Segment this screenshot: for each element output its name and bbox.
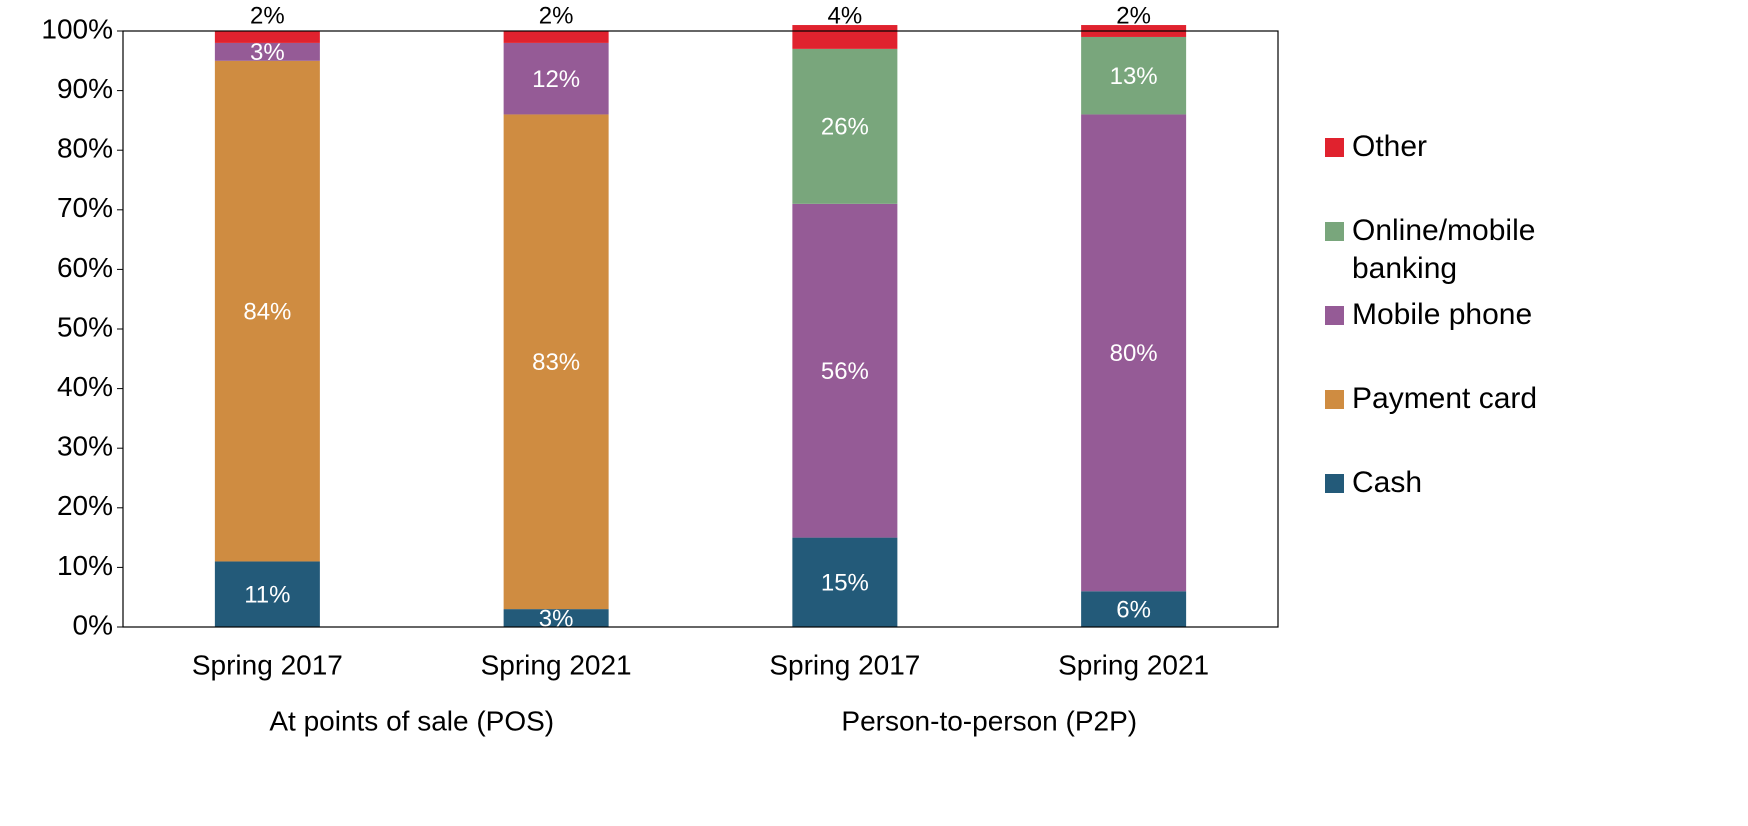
x-tick-label: Spring 2021 <box>481 649 632 680</box>
y-tick-label: 0% <box>73 609 113 640</box>
legend-swatch <box>1325 138 1344 157</box>
x-tick-label: Spring 2021 <box>1058 649 1209 680</box>
y-tick-label: 40% <box>57 371 113 402</box>
bar-segment <box>1081 36 1187 115</box>
data-label: 2% <box>250 2 285 29</box>
plot-frame <box>122 30 1279 628</box>
legend-label: Cash <box>1352 466 1423 499</box>
bar-segment <box>792 537 898 627</box>
legend-item: Payment card <box>1325 380 1555 464</box>
y-tick-label: 90% <box>57 73 113 104</box>
data-label: 2% <box>1116 2 1151 29</box>
data-label: 3% <box>250 39 285 66</box>
bar-segment <box>214 31 320 43</box>
bar-segment <box>214 42 320 61</box>
y-tick-label: 30% <box>57 431 113 462</box>
bar-segment <box>792 203 898 538</box>
chart: 0% 10% 20% 30% 40% 50% 60% 70% 80% 90% 100% Spring … <box>41 2 1279 736</box>
data-label: 6% <box>1116 596 1151 623</box>
bar-segment <box>503 609 609 627</box>
data-label: 83% <box>532 349 580 376</box>
legend-item: Online/mobile banking <box>1325 212 1555 296</box>
legend-swatch <box>1325 222 1344 241</box>
data-label: 13% <box>1110 63 1158 90</box>
bar-segment <box>1081 114 1187 592</box>
bar-segment <box>503 114 609 610</box>
legend-label: Online/mobile banking <box>1352 214 1536 285</box>
bar-segment <box>503 31 609 43</box>
bar-segment <box>214 60 320 562</box>
x-tick-label: Spring 2017 <box>192 649 343 680</box>
bar-segment <box>503 42 609 115</box>
group-label: Person-to-person (P2P) <box>841 705 1137 736</box>
legend-swatch <box>1325 390 1344 409</box>
data-label: 2% <box>539 2 574 29</box>
bar-segment <box>792 48 898 204</box>
legend-swatch <box>1325 474 1344 493</box>
y-tick-label: 60% <box>57 252 113 283</box>
data-label: 26% <box>821 114 869 141</box>
y-tick-label: 10% <box>57 550 113 581</box>
group-label: At points of sale (POS) <box>269 705 554 736</box>
y-tick-label: 50% <box>57 311 113 342</box>
y-tick-label: 20% <box>57 490 113 521</box>
y-tick-label: 70% <box>57 192 113 223</box>
data-label: 84% <box>243 298 291 325</box>
data-label: 80% <box>1110 340 1158 367</box>
data-label: 3% <box>539 605 574 632</box>
legend-item: Other <box>1325 128 1555 212</box>
bar-segment <box>1081 591 1187 627</box>
data-label: 56% <box>821 358 869 385</box>
data-label: 15% <box>821 570 869 597</box>
legend-label: Mobile phone <box>1352 298 1533 331</box>
y-tick-label: 80% <box>57 133 113 164</box>
bar-segment <box>214 561 320 627</box>
data-label: 11% <box>244 582 290 609</box>
legend-item: Cash <box>1325 464 1555 548</box>
legend: Other Online/mobile banking Mobile phone Pa… <box>1325 128 1555 548</box>
data-label: 12% <box>532 66 580 93</box>
legend-label: Payment card <box>1352 382 1538 415</box>
data-label: 4% <box>828 2 863 29</box>
y-tick-label: 100% <box>41 13 113 44</box>
legend-item: Mobile phone <box>1325 296 1555 380</box>
x-tick-label: Spring 2017 <box>769 649 920 680</box>
legend-swatch <box>1325 306 1344 325</box>
legend-label: Other <box>1352 130 1428 163</box>
